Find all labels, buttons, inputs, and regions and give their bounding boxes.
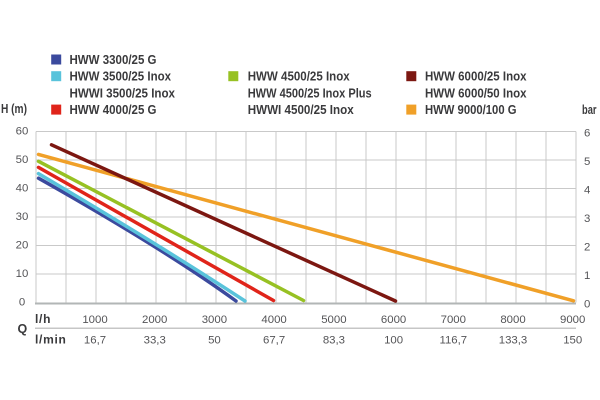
- svg-text:5000: 5000: [321, 314, 346, 326]
- svg-text:50: 50: [16, 154, 29, 166]
- svg-text:bar: bar: [582, 103, 597, 117]
- svg-text:3: 3: [584, 213, 590, 225]
- svg-text:30: 30: [16, 211, 29, 223]
- svg-text:Q: Q: [18, 322, 28, 336]
- svg-text:4000: 4000: [261, 314, 286, 326]
- svg-text:HWW 3300/25 G: HWW 3300/25 G: [70, 52, 157, 67]
- svg-text:1: 1: [584, 270, 590, 282]
- svg-text:83,3: 83,3: [323, 335, 345, 347]
- svg-text:50: 50: [208, 335, 221, 347]
- svg-text:100: 100: [384, 335, 403, 347]
- svg-text:H (m): H (m): [1, 102, 27, 116]
- svg-text:4: 4: [584, 184, 590, 196]
- svg-text:HWW 9000/100 G: HWW 9000/100 G: [425, 102, 517, 117]
- svg-text:133,3: 133,3: [499, 335, 528, 347]
- svg-text:HWW 4000/25 G: HWW 4000/25 G: [70, 102, 157, 117]
- svg-text:HWWI 3500/25 Inox: HWWI 3500/25 Inox: [70, 85, 176, 100]
- svg-text:9000: 9000: [560, 314, 585, 326]
- svg-text:0: 0: [19, 297, 25, 309]
- svg-text:3000: 3000: [202, 314, 227, 326]
- svg-text:HWW 4500/25 Inox: HWW 4500/25 Inox: [248, 69, 351, 84]
- svg-text:8000: 8000: [500, 314, 525, 326]
- svg-text:5: 5: [584, 156, 590, 168]
- svg-text:HWW 6000/50 Inox: HWW 6000/50 Inox: [425, 85, 527, 100]
- svg-text:67,7: 67,7: [263, 335, 285, 347]
- svg-text:20: 20: [16, 240, 29, 252]
- svg-text:6: 6: [584, 127, 590, 139]
- svg-text:HWW 3500/25 Inox: HWW 3500/25 Inox: [70, 69, 172, 84]
- svg-text:16,7: 16,7: [84, 335, 106, 347]
- svg-text:HWWI 4500/25 Inox: HWWI 4500/25 Inox: [248, 102, 355, 117]
- svg-text:l/min: l/min: [35, 333, 67, 347]
- svg-text:2000: 2000: [142, 314, 167, 326]
- svg-text:60: 60: [16, 126, 29, 138]
- svg-text:33,3: 33,3: [144, 335, 166, 347]
- svg-text:10: 10: [16, 268, 29, 280]
- svg-text:HWW 6000/25 Inox: HWW 6000/25 Inox: [425, 69, 527, 84]
- svg-text:40: 40: [16, 183, 29, 195]
- svg-text:116,7: 116,7: [439, 335, 467, 347]
- svg-text:1000: 1000: [82, 314, 107, 326]
- svg-text:6000: 6000: [381, 314, 406, 326]
- svg-text:150: 150: [563, 335, 582, 347]
- svg-text:2: 2: [584, 241, 590, 253]
- svg-text:l/h: l/h: [35, 312, 51, 326]
- svg-text:0: 0: [584, 298, 590, 310]
- svg-text:7000: 7000: [441, 314, 466, 326]
- svg-text:HWW 4500/25 Inox Plus: HWW 4500/25 Inox Plus: [248, 85, 372, 100]
